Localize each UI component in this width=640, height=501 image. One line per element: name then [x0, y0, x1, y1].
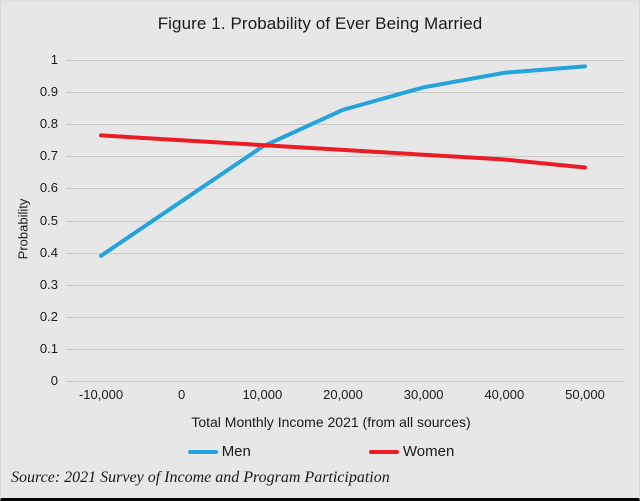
series-line-men	[99, 64, 587, 258]
y-tick-label: 0.1	[39, 340, 58, 356]
y-tick-label: 0.8	[39, 116, 58, 132]
plot-svg	[66, 60, 624, 382]
chart-title: Figure 1. Probability of Ever Being Marr…	[157, 14, 483, 33]
x-tick-label: 20,000	[323, 387, 363, 402]
legend-swatch-icon	[368, 449, 399, 454]
x-tick-label: 0	[178, 387, 186, 402]
legend-label: Women	[402, 443, 455, 460]
x-tick-label: 40,000	[484, 387, 525, 402]
legend-item-men: Men	[187, 443, 251, 460]
source-note: Source: 2021 Survey of Income and Progra…	[11, 469, 390, 486]
y-tick-label: 0	[50, 373, 58, 388]
y-tick-label: 0.7	[39, 148, 58, 164]
y-tick-label: 0.6	[39, 180, 58, 196]
x-tick-label: 50,000	[565, 387, 605, 402]
legend-label: Men	[221, 443, 251, 460]
x-tick-label: -10,000	[78, 387, 124, 402]
y-tick-label: 0.2	[39, 308, 58, 324]
x-tick-label: 30,000	[403, 387, 444, 402]
legend: Men Women	[1, 443, 639, 460]
legend-item-women: Women	[368, 443, 455, 460]
y-tick-label: 0.4	[39, 244, 58, 260]
y-tick-label: 0.5	[39, 212, 58, 228]
y-tick-label: 1	[50, 52, 58, 67]
y-axis-tick-labels: 0 0.1 0.2 0.3 0.4 0.5 0.6 0.7 0.8 0.9 1	[1, 46, 58, 388]
y-tick-label: 0.9	[39, 84, 58, 100]
plot-area	[66, 46, 624, 386]
x-axis-tick-labels: -10,000 0 10,000 20,000 30,000 40,000 50,000	[66, 387, 624, 403]
legend-swatch-icon	[187, 449, 218, 454]
x-axis-label: Total Monthly Income 2021 (from all sour…	[191, 414, 471, 430]
x-tick-label: 10,000	[242, 387, 283, 402]
series-line-women	[99, 133, 587, 170]
y-tick-label: 0.3	[39, 276, 58, 292]
